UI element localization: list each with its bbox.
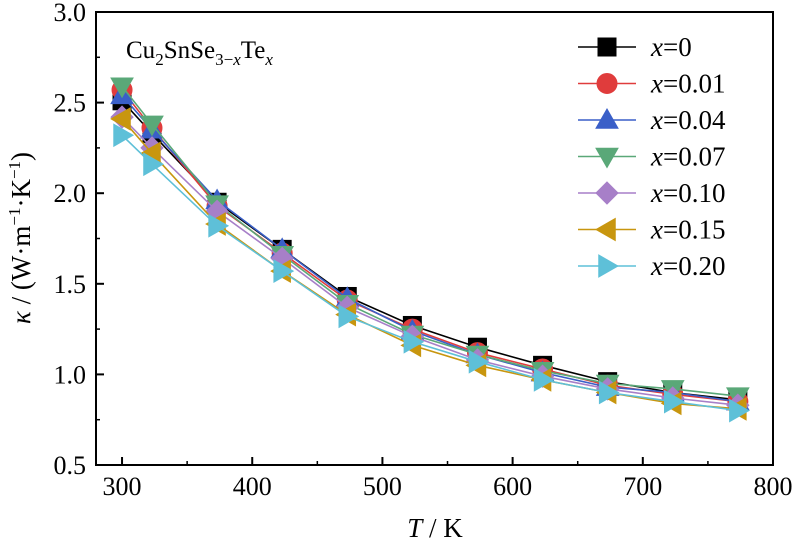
legend-marker: [596, 73, 618, 94]
y-tick-label: 0.5: [54, 451, 87, 480]
x-tick-label: 400: [233, 472, 272, 501]
y-tick-label: 1.5: [54, 270, 87, 299]
data-point: [208, 213, 230, 238]
data-point: [664, 389, 685, 414]
legend-item: x=0: [578, 32, 692, 62]
x-tick-label: 800: [754, 472, 793, 501]
y-tick-label: 3.0: [54, 0, 87, 27]
legend-item: x=0.20: [578, 251, 725, 281]
legend-item: x=0.01: [578, 69, 725, 99]
series-line: [121, 89, 738, 403]
legend-marker: [594, 217, 616, 242]
legend-label: x=0.04: [650, 105, 726, 135]
legend-item: x=0.15: [578, 215, 725, 245]
tick-labels: 300 400 500 600 700 800 0.5 1.0 1.5 2.0 2.5 3.0: [54, 0, 793, 501]
data-point: [403, 329, 425, 354]
x-tick-label: 600: [493, 472, 532, 501]
legend-label: x=0.01: [650, 69, 725, 99]
series-line: [121, 94, 738, 403]
x-tick-label: 500: [363, 472, 402, 501]
legend: x=0 x=0.01 x=0.04 x=0.07 x=0.10 x=0.15 x=0.20: [578, 32, 726, 281]
series-line: [121, 85, 738, 397]
series-line: [121, 134, 738, 412]
data-point: [110, 107, 131, 131]
y-tick-label: 1.0: [54, 360, 87, 389]
y-tick-label: 2.5: [54, 89, 87, 118]
data-point: [140, 115, 164, 137]
legend-marker: [595, 181, 619, 205]
data-point: [729, 398, 750, 423]
legend-marker: [595, 107, 619, 129]
data-point: [110, 77, 134, 99]
legend-item: x=0.07: [578, 142, 725, 172]
series-layer: [110, 77, 750, 423]
x-axis-label: T / K: [407, 513, 463, 543]
series-6: [113, 123, 750, 423]
data-point: [468, 349, 490, 374]
data-point: [338, 304, 360, 329]
y-tick-label: 2.0: [54, 179, 87, 208]
plot-frame: [95, 11, 774, 466]
data-point: [143, 152, 164, 177]
legend-label: x=0: [650, 32, 692, 62]
composition-annotation: Cu2SnSe3−xTex: [126, 37, 273, 69]
series-line: [121, 100, 738, 401]
legend-label: x=0.10: [650, 178, 725, 208]
legend-label: x=0.15: [650, 215, 725, 245]
legend-marker: [597, 37, 617, 57]
x-tick-label: 700: [623, 472, 662, 501]
legend-item: x=0.04: [578, 105, 726, 135]
data-point: [533, 367, 555, 392]
series-line: [121, 116, 738, 406]
series-line: [121, 118, 738, 410]
legend-item: x=0.10: [578, 178, 725, 208]
legend-marker: [598, 254, 620, 278]
legend-marker: [595, 147, 619, 169]
legend-label: x=0.20: [650, 251, 725, 281]
y-axis-label: κ / (W·m−1·K−1): [5, 152, 36, 324]
data-point: [273, 259, 295, 283]
data-point: [113, 123, 135, 148]
legend-label: x=0.07: [650, 142, 725, 172]
data-point: [598, 380, 620, 405]
x-tick-label: 300: [103, 472, 142, 501]
